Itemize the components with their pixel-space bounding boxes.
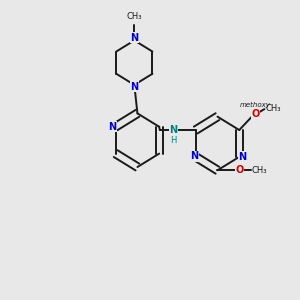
Text: O: O <box>236 165 244 175</box>
Text: N: N <box>130 33 138 43</box>
Text: N: N <box>169 125 178 135</box>
Text: N: N <box>238 152 246 162</box>
Text: O: O <box>251 109 259 119</box>
Text: methoxy: methoxy <box>240 102 271 108</box>
Text: H: H <box>170 136 177 145</box>
Text: N: N <box>190 151 198 161</box>
Text: N: N <box>130 82 138 92</box>
Text: CH₃: CH₃ <box>127 12 142 21</box>
Text: CH₃: CH₃ <box>252 166 267 175</box>
Text: N: N <box>108 122 116 132</box>
Text: CH₃: CH₃ <box>265 104 281 113</box>
